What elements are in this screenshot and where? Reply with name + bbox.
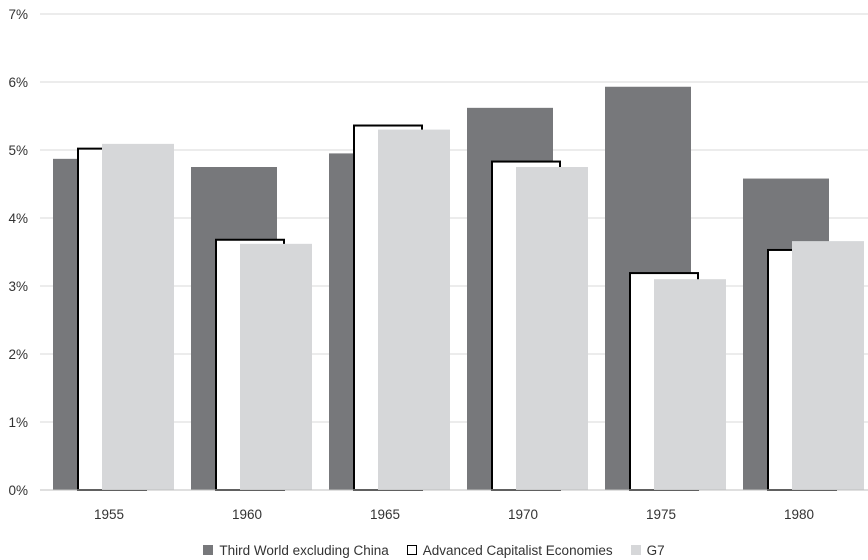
bar-g7 — [102, 143, 174, 490]
bar-g7 — [240, 243, 312, 490]
legend-item-advanced-capitalist: Advanced Capitalist Economies — [406, 542, 613, 558]
legend-swatch-third-world — [203, 545, 214, 555]
grid-lines — [40, 13, 868, 423]
bar-g7 — [792, 241, 864, 490]
legend-swatch-g7 — [630, 545, 641, 555]
x-tick-label: 1955 — [94, 507, 124, 522]
bar-chart: 0% 1% 2% 3% 4% 5% 6% 7% 1955 1960 1965 1970 1975 198… — [8, 7, 868, 522]
x-axis-ticks: 1955 1960 1965 1970 1975 1980 — [94, 507, 814, 522]
x-tick-label: 1980 — [784, 507, 814, 522]
y-tick-label: 3% — [8, 279, 28, 294]
y-tick-label: 4% — [8, 211, 28, 226]
bars — [53, 86, 864, 492]
y-tick-label: 1% — [8, 415, 28, 430]
legend: Third World excluding China Advanced Cap… — [0, 540, 868, 560]
x-tick-label: 1960 — [232, 507, 262, 522]
legend-label-advanced-capitalist: Advanced Capitalist Economies — [422, 542, 613, 558]
y-tick-label: 0% — [8, 483, 28, 498]
legend-item-g7: G7 — [630, 542, 665, 558]
bar-g7 — [654, 279, 726, 490]
y-tick-label: 2% — [8, 347, 28, 362]
y-tick-label: 5% — [8, 143, 28, 158]
y-tick-label: 6% — [8, 75, 28, 90]
legend-item-third-world: Third World excluding China — [203, 542, 389, 558]
legend-label-third-world: Third World excluding China — [219, 542, 389, 558]
legend-label-g7: G7 — [646, 542, 665, 558]
legend-swatch-advanced-capitalist — [406, 545, 417, 555]
x-tick-label: 1970 — [508, 507, 538, 522]
y-tick-label: 7% — [8, 7, 28, 22]
y-axis-ticks: 0% 1% 2% 3% 4% 5% 6% 7% — [8, 7, 28, 498]
bar-g7 — [516, 167, 588, 490]
x-tick-label: 1965 — [370, 507, 400, 522]
x-tick-label: 1975 — [646, 507, 676, 522]
bar-g7 — [378, 129, 450, 490]
